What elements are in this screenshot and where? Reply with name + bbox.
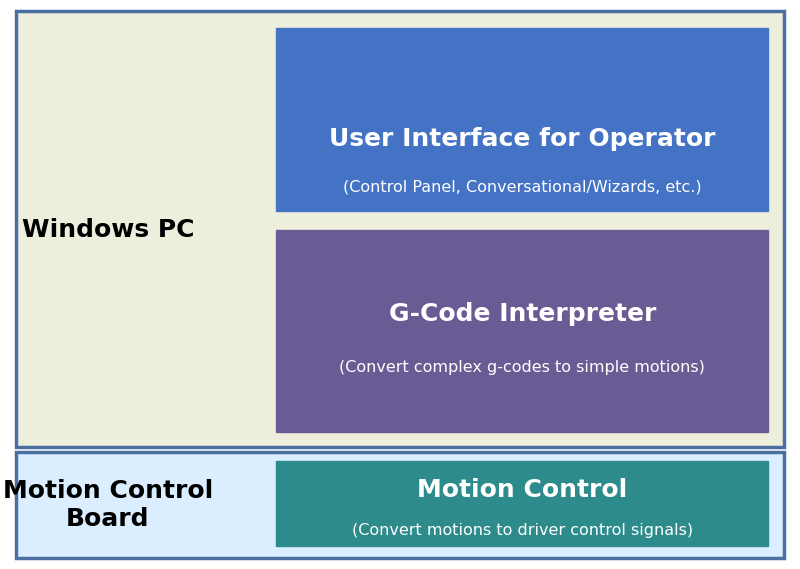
Text: (Convert complex g-codes to simple motions): (Convert complex g-codes to simple motio… [339, 360, 706, 374]
Text: User Interface for Operator: User Interface for Operator [329, 127, 716, 151]
Bar [276, 230, 768, 432]
Bar [16, 452, 784, 558]
Text: G-Code Interpreter: G-Code Interpreter [389, 302, 656, 326]
Text: (Convert motions to driver control signals): (Convert motions to driver control signa… [352, 523, 693, 538]
Text: Windows PC: Windows PC [22, 218, 194, 242]
Bar [276, 28, 768, 211]
Text: (Control Panel, Conversational/Wizards, etc.): (Control Panel, Conversational/Wizards, … [343, 179, 702, 194]
Bar [276, 461, 768, 546]
Text: Motion Control
Board: Motion Control Board [3, 479, 213, 531]
Text: Motion Control: Motion Control [418, 479, 627, 502]
Bar [16, 11, 784, 447]
